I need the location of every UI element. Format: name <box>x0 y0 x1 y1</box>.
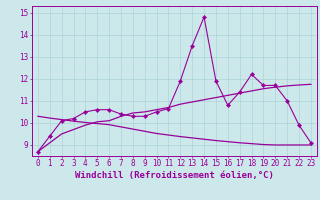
X-axis label: Windchill (Refroidissement éolien,°C): Windchill (Refroidissement éolien,°C) <box>75 171 274 180</box>
